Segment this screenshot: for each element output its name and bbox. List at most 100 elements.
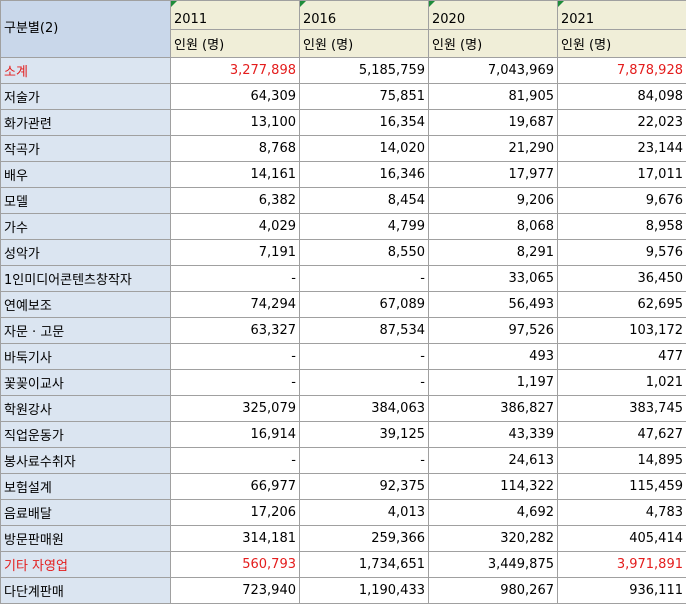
unit-header[interactable]: 인원 (명): [300, 30, 429, 58]
value-cell[interactable]: 723,940: [171, 578, 300, 604]
row-label[interactable]: 꽃꽂이교사: [1, 370, 171, 396]
value-cell[interactable]: 67,089: [300, 292, 429, 318]
unit-header[interactable]: 인원 (명): [429, 30, 558, 58]
value-cell[interactable]: 560,793: [171, 552, 300, 578]
value-cell[interactable]: -: [171, 266, 300, 292]
value-cell[interactable]: 8,068: [429, 214, 558, 240]
value-cell[interactable]: 325,079: [171, 396, 300, 422]
value-cell[interactable]: 3,449,875: [429, 552, 558, 578]
value-cell[interactable]: 23,144: [558, 136, 686, 162]
row-label[interactable]: 직업운동가: [1, 422, 171, 448]
value-cell[interactable]: 92,375: [300, 474, 429, 500]
value-cell[interactable]: -: [300, 266, 429, 292]
value-cell[interactable]: 4,783: [558, 500, 686, 526]
value-cell[interactable]: 4,013: [300, 500, 429, 526]
value-cell[interactable]: 4,799: [300, 214, 429, 240]
value-cell[interactable]: 24,613: [429, 448, 558, 474]
row-label[interactable]: 모델: [1, 188, 171, 214]
value-cell[interactable]: 14,895: [558, 448, 686, 474]
year-header[interactable]: 2011: [171, 1, 300, 30]
value-cell[interactable]: -: [171, 370, 300, 396]
value-cell[interactable]: 16,346: [300, 162, 429, 188]
value-cell[interactable]: 62,695: [558, 292, 686, 318]
value-cell[interactable]: 4,029: [171, 214, 300, 240]
value-cell[interactable]: 74,294: [171, 292, 300, 318]
row-label[interactable]: 저술가: [1, 84, 171, 110]
value-cell[interactable]: 87,534: [300, 318, 429, 344]
value-cell[interactable]: 17,011: [558, 162, 686, 188]
value-cell[interactable]: 1,190,433: [300, 578, 429, 604]
unit-header[interactable]: 인원 (명): [558, 30, 686, 58]
value-cell[interactable]: 383,745: [558, 396, 686, 422]
value-cell[interactable]: 7,878,928: [558, 58, 686, 84]
value-cell[interactable]: 97,526: [429, 318, 558, 344]
row-label[interactable]: 음료배달: [1, 500, 171, 526]
value-cell[interactable]: 81,905: [429, 84, 558, 110]
value-cell[interactable]: 39,125: [300, 422, 429, 448]
value-cell[interactable]: 8,454: [300, 188, 429, 214]
value-cell[interactable]: 14,020: [300, 136, 429, 162]
value-cell[interactable]: 9,206: [429, 188, 558, 214]
value-cell[interactable]: 5,185,759: [300, 58, 429, 84]
row-label[interactable]: 기타 자영업: [1, 552, 171, 578]
row-label[interactable]: 작곡가: [1, 136, 171, 162]
row-label[interactable]: 보험설계: [1, 474, 171, 500]
value-cell[interactable]: 47,627: [558, 422, 686, 448]
row-label[interactable]: 다단계판매: [1, 578, 171, 604]
value-cell[interactable]: 21,290: [429, 136, 558, 162]
value-cell[interactable]: 84,098: [558, 84, 686, 110]
value-cell[interactable]: 259,366: [300, 526, 429, 552]
value-cell[interactable]: 115,459: [558, 474, 686, 500]
year-header[interactable]: 2021: [558, 1, 686, 30]
value-cell[interactable]: 75,851: [300, 84, 429, 110]
value-cell[interactable]: 3,277,898: [171, 58, 300, 84]
row-label[interactable]: 화가관련: [1, 110, 171, 136]
unit-header[interactable]: 인원 (명): [171, 30, 300, 58]
row-label[interactable]: 봉사료수취자: [1, 448, 171, 474]
row-label[interactable]: 연예보조: [1, 292, 171, 318]
value-cell[interactable]: 103,172: [558, 318, 686, 344]
year-header[interactable]: 2020: [429, 1, 558, 30]
value-cell[interactable]: -: [171, 448, 300, 474]
year-header[interactable]: 2016: [300, 1, 429, 30]
value-cell[interactable]: 63,327: [171, 318, 300, 344]
value-cell[interactable]: 8,291: [429, 240, 558, 266]
value-cell[interactable]: 405,414: [558, 526, 686, 552]
value-cell[interactable]: 56,493: [429, 292, 558, 318]
value-cell[interactable]: 314,181: [171, 526, 300, 552]
value-cell[interactable]: 3,971,891: [558, 552, 686, 578]
value-cell[interactable]: 8,550: [300, 240, 429, 266]
row-label[interactable]: 바둑기사: [1, 344, 171, 370]
value-cell[interactable]: 8,958: [558, 214, 686, 240]
value-cell[interactable]: 14,161: [171, 162, 300, 188]
value-cell[interactable]: 16,914: [171, 422, 300, 448]
value-cell[interactable]: 36,450: [558, 266, 686, 292]
value-cell[interactable]: 22,023: [558, 110, 686, 136]
value-cell[interactable]: 9,576: [558, 240, 686, 266]
value-cell[interactable]: -: [300, 344, 429, 370]
value-cell[interactable]: 1,197: [429, 370, 558, 396]
value-cell[interactable]: 19,687: [429, 110, 558, 136]
row-label[interactable]: 학원강사: [1, 396, 171, 422]
value-cell[interactable]: 936,111: [558, 578, 686, 604]
value-cell[interactable]: 320,282: [429, 526, 558, 552]
value-cell[interactable]: 13,100: [171, 110, 300, 136]
value-cell[interactable]: 386,827: [429, 396, 558, 422]
value-cell[interactable]: 33,065: [429, 266, 558, 292]
row-label[interactable]: 자문 · 고문: [1, 318, 171, 344]
value-cell[interactable]: 8,768: [171, 136, 300, 162]
value-cell[interactable]: 17,977: [429, 162, 558, 188]
value-cell[interactable]: 1,021: [558, 370, 686, 396]
value-cell[interactable]: -: [300, 448, 429, 474]
value-cell[interactable]: -: [300, 370, 429, 396]
row-label[interactable]: 방문판매원: [1, 526, 171, 552]
value-cell[interactable]: 7,191: [171, 240, 300, 266]
row-label[interactable]: 가수: [1, 214, 171, 240]
value-cell[interactable]: 980,267: [429, 578, 558, 604]
value-cell[interactable]: 17,206: [171, 500, 300, 526]
value-cell[interactable]: 66,977: [171, 474, 300, 500]
row-label[interactable]: 소계: [1, 58, 171, 84]
value-cell[interactable]: 16,354: [300, 110, 429, 136]
value-cell[interactable]: 384,063: [300, 396, 429, 422]
value-cell[interactable]: 493: [429, 344, 558, 370]
